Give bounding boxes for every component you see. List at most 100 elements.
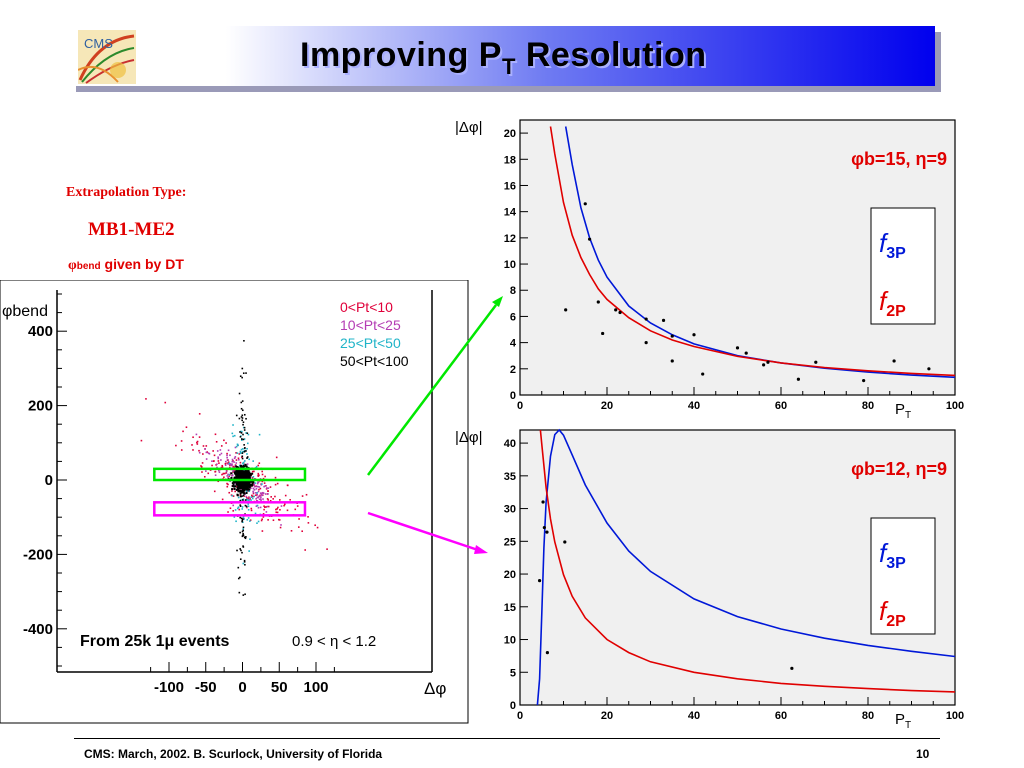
left-y-axis-label: φbend	[2, 303, 48, 320]
scatter-point	[239, 516, 242, 519]
scatter-point	[217, 457, 220, 460]
y-tick-label: 35	[504, 471, 516, 483]
scatter-point	[242, 529, 245, 532]
data-point	[545, 651, 550, 655]
scatter-point	[260, 499, 262, 501]
scatter-point	[247, 469, 250, 472]
scatter-point	[261, 470, 264, 473]
scatter-point	[231, 494, 233, 497]
scatter-point	[235, 445, 238, 448]
scatter-point	[270, 496, 272, 498]
scatter-point	[241, 376, 243, 379]
legend-box	[870, 517, 936, 635]
scatter-point	[265, 506, 267, 508]
scatter-point	[217, 480, 220, 483]
scatter-point	[279, 499, 281, 501]
data-point	[814, 360, 818, 364]
scatter-point	[241, 450, 244, 453]
scatter-point	[251, 470, 254, 473]
left-y-tick-label: 0	[45, 472, 53, 489]
scatter-point	[257, 490, 260, 493]
scatter-point	[252, 490, 254, 493]
scatter-point	[234, 490, 236, 493]
scatter-point	[237, 485, 240, 488]
scatter-point	[240, 435, 242, 437]
scatter-point	[220, 452, 223, 455]
scatter-point	[243, 486, 246, 489]
scatter-point	[276, 508, 278, 510]
scatter-point	[264, 493, 267, 495]
scatter-point	[253, 470, 255, 473]
scatter-point	[219, 449, 222, 451]
scatter-point	[277, 506, 279, 509]
scatter-point	[284, 503, 286, 506]
magenta-selection-box	[153, 501, 307, 517]
scatter-point	[256, 485, 258, 488]
data-point	[596, 300, 600, 304]
magenta-arrowhead-icon	[474, 545, 488, 554]
y-tick-label: 5	[510, 667, 516, 679]
scatter-point	[245, 505, 248, 508]
scatter-point	[241, 419, 243, 422]
scatter-point	[264, 475, 266, 478]
scatter-point	[228, 474, 231, 476]
scatter-point	[248, 488, 251, 491]
page-number: 10	[916, 747, 930, 761]
scatter-point	[267, 487, 270, 489]
series-line-f3P	[536, 428, 956, 706]
scatter-point	[274, 476, 277, 479]
scatter-point	[223, 439, 225, 442]
left-x-tick-label: 50	[271, 679, 288, 696]
scatter-point	[237, 482, 240, 485]
scatter-point	[233, 466, 235, 468]
scatter-point	[234, 482, 237, 485]
scatter-point	[236, 486, 239, 489]
scatter-point	[242, 546, 245, 548]
scatter-point	[239, 469, 242, 472]
scatter-point	[233, 481, 236, 484]
scatter-point	[208, 452, 211, 455]
scatter-point	[229, 463, 232, 466]
scatter-point	[240, 430, 242, 433]
scatter-point	[201, 462, 204, 464]
x-tick-label: 0	[517, 400, 523, 412]
scatter-point	[238, 480, 241, 483]
scatter-point	[195, 433, 198, 436]
bottom-right-chart: 0 20 40 60 80 1000510152025303540|Δφ|PTφb=12,…	[455, 428, 964, 731]
scatter-point	[255, 465, 258, 468]
scatter-point	[242, 594, 245, 596]
scatter-point	[241, 417, 244, 419]
scatter-point	[251, 484, 254, 487]
series-line-f3P	[564, 126, 956, 379]
x-tick-label: 0	[517, 710, 523, 722]
top-right-chart: 0 20 40 60 80 10002468101214161820|Δφ|PTφb=15…	[455, 119, 964, 421]
scatter-point	[241, 491, 244, 494]
y-tick-label: 8	[510, 285, 516, 297]
scatter-point	[242, 499, 245, 502]
scatter-point	[242, 528, 244, 530]
scatter-point	[182, 430, 184, 433]
scatter-point	[244, 563, 246, 566]
scatter-point	[238, 473, 241, 476]
scatter-point	[259, 492, 262, 494]
scatter-point	[243, 484, 246, 487]
scatter-point	[294, 508, 297, 511]
scatter-point	[243, 474, 246, 477]
scatter-point	[247, 505, 250, 508]
scatter-point	[254, 482, 257, 484]
scatter-point	[247, 470, 250, 473]
scatter-point	[232, 424, 234, 426]
scatter-point	[242, 494, 245, 497]
scatter-point	[246, 506, 248, 509]
scatter-point	[252, 487, 255, 490]
footer-credit: CMS: March, 2002. B. Scurlock, Universit…	[84, 747, 383, 761]
scatter-point	[240, 401, 243, 404]
scatter-point	[217, 460, 220, 462]
phi-bend-note: φbend given by DT	[68, 256, 184, 273]
scatter-point	[235, 414, 238, 417]
scatter-point	[243, 483, 246, 486]
scatter-point	[246, 485, 249, 488]
scatter-point	[244, 593, 246, 596]
scatter-point	[266, 498, 269, 500]
y-tick-label: 20	[504, 128, 516, 140]
